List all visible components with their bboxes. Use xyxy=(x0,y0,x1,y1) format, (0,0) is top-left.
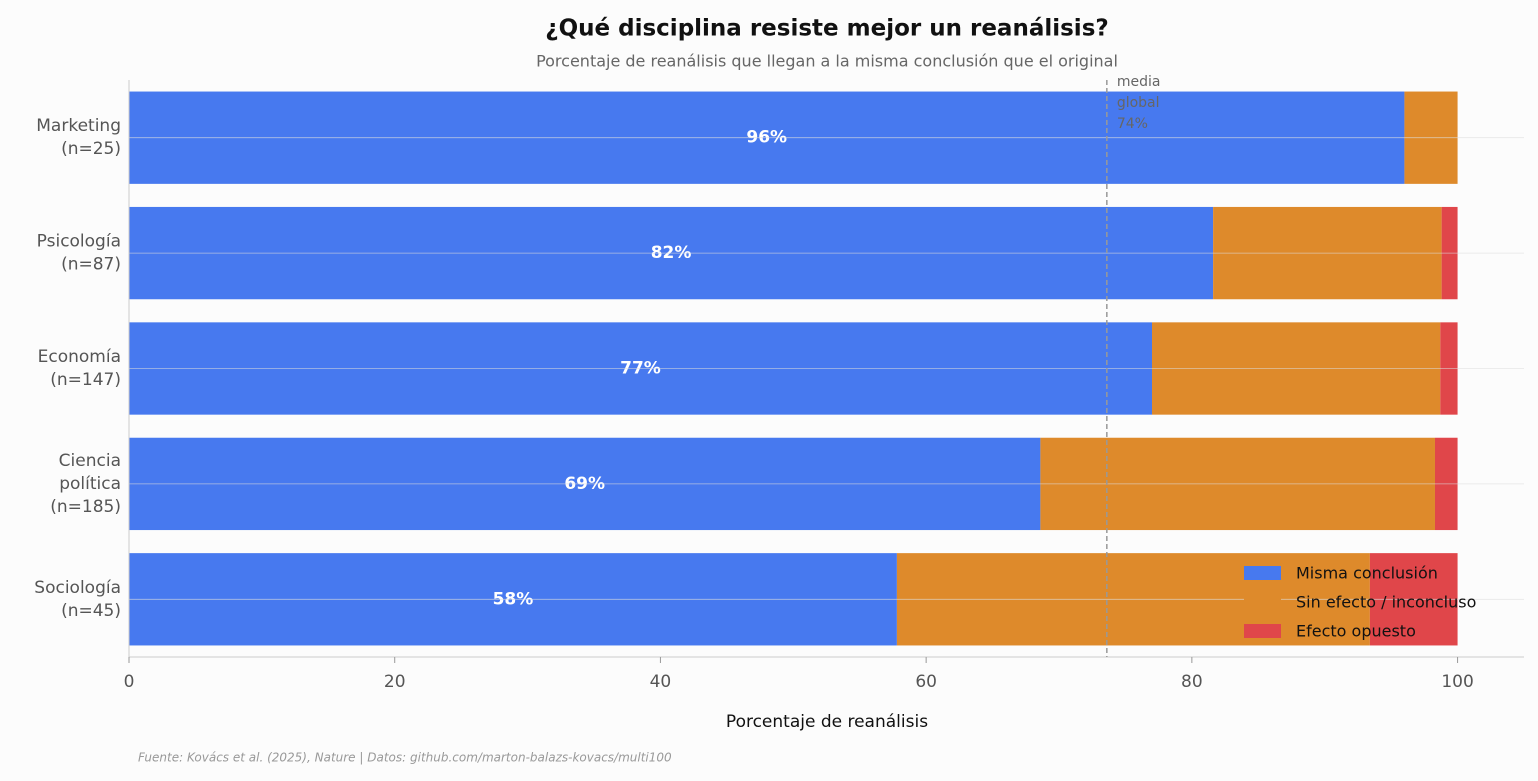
y-tick-label: Ciencia política (n=185) xyxy=(50,451,121,517)
legend-label: Misma conclusión xyxy=(1296,564,1438,583)
legend-swatch xyxy=(1244,566,1281,580)
x-axis-label: Porcentaje de reanálisis xyxy=(726,712,928,732)
y-tick-label: Psicología (n=87) xyxy=(37,232,121,275)
legend-label: Efecto opuesto xyxy=(1296,622,1416,641)
reference-label: media xyxy=(1117,74,1161,90)
reference-label: 74% xyxy=(1117,116,1148,132)
x-tick-label: 40 xyxy=(650,672,672,692)
legend-swatch xyxy=(1244,624,1281,638)
chart-subtitle: Porcentaje de reanálisis que llegan a la… xyxy=(536,52,1118,71)
y-tick-label: Marketing (n=25) xyxy=(36,116,121,159)
x-tick-label: 80 xyxy=(1181,672,1203,692)
chart-title: ¿Qué disciplina resiste mejor un reanáli… xyxy=(545,16,1108,42)
x-tick-label: 100 xyxy=(1441,672,1473,692)
x-tick-label: 20 xyxy=(384,672,406,692)
y-tick-label: Economía (n=147) xyxy=(38,347,121,390)
legend-swatch xyxy=(1244,595,1281,609)
legend-label: Sin efecto / inconcluso xyxy=(1296,593,1476,612)
y-tick-label: Sociología (n=45) xyxy=(34,578,121,621)
x-tick-label: 0 xyxy=(124,672,135,692)
reference-label: global xyxy=(1117,95,1160,111)
x-tick-label: 60 xyxy=(915,672,937,692)
source: Fuente: Kovács et al. (2025), Nature | D… xyxy=(138,751,672,765)
